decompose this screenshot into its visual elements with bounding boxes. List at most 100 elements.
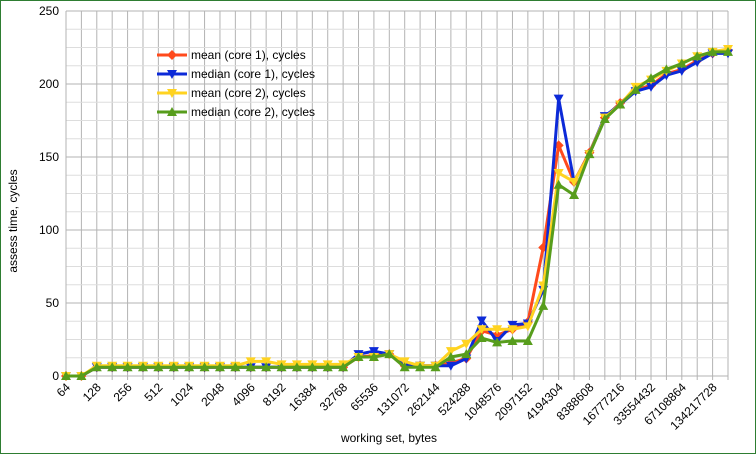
y-tick-label: 150 (39, 150, 59, 164)
legend-label: median (core 1), cycles (191, 67, 315, 81)
data-point-marker (476, 316, 487, 326)
x-tick-label: 4096 (229, 380, 258, 409)
data-point-marker (61, 371, 71, 380)
data-point-marker (553, 179, 564, 189)
legend-entry: median (core 1), cycles (157, 67, 315, 81)
data-point-marker (707, 46, 718, 56)
legend-entry: mean (core 1), cycles (157, 48, 306, 62)
data-point-marker (291, 362, 302, 372)
data-point-marker (584, 149, 595, 159)
data-point-marker (445, 347, 456, 357)
legend-entry: median (core 2), cycles (157, 105, 315, 119)
data-point-marker (276, 362, 287, 372)
data-point-marker (261, 362, 272, 372)
data-point-marker (461, 339, 472, 349)
x-tick-label: 512 (141, 380, 165, 404)
data-point-marker (723, 46, 733, 56)
x-tick-label: 128 (80, 380, 104, 404)
data-point-marker (368, 352, 379, 362)
data-point-marker (338, 362, 349, 372)
x-tick-label: 16384 (286, 380, 320, 414)
x-tick-labels: 64 128 256 512 1024 2048 4096 81921638432768655… (54, 380, 720, 433)
data-point-marker (184, 362, 195, 372)
y-tick-label: 50 (46, 296, 60, 310)
data-point-marker (230, 362, 241, 372)
legend-entry: mean (core 2), cycles (157, 86, 306, 100)
data-point-marker (553, 94, 564, 104)
data-point-marker (167, 89, 177, 98)
y-tick-label: 200 (39, 77, 59, 91)
x-tick-label: 2048 (198, 380, 227, 409)
data-point-marker (430, 362, 441, 372)
series-line (66, 51, 728, 378)
data-point-marker (353, 352, 364, 362)
data-point-marker (569, 189, 580, 199)
data-point-marker (553, 169, 564, 179)
data-point-marker (599, 114, 610, 124)
series-line (66, 50, 728, 378)
data-point-marker (476, 325, 487, 335)
data-point-marker (507, 325, 518, 335)
series-4 (61, 46, 733, 380)
legend-label: mean (core 2), cycles (191, 86, 306, 100)
data-point-marker (368, 347, 379, 357)
data-point-marker (167, 50, 177, 60)
series-2 (61, 49, 733, 381)
data-point-marker (167, 107, 177, 116)
y-axis-title: assess time, cycles (6, 169, 20, 272)
data-point-marker (122, 362, 133, 372)
x-tick-label: 262144 (404, 380, 442, 418)
data-point-marker (399, 362, 410, 372)
data-point-marker (492, 325, 503, 335)
data-point-marker (569, 177, 580, 187)
data-point-marker (445, 361, 456, 371)
data-point-marker (661, 64, 672, 74)
legend-label: mean (core 1), cycles (191, 48, 306, 62)
x-tick-label: 1024 (168, 380, 197, 409)
data-point-marker (307, 362, 318, 372)
data-point-marker (630, 84, 641, 94)
x-tick-label: 8192 (260, 380, 289, 409)
data-point-marker (167, 70, 177, 79)
grid (65, 10, 729, 377)
data-point-marker (538, 300, 549, 310)
data-point-marker (107, 362, 118, 372)
data-point-marker (461, 349, 472, 359)
data-point-marker (445, 352, 456, 362)
y-tick-label: 0 (52, 369, 59, 383)
axes (65, 11, 729, 380)
data-point-marker (137, 362, 148, 372)
data-point-marker (76, 371, 87, 380)
data-point-marker (522, 335, 533, 345)
data-point-marker (522, 322, 533, 332)
data-point-marker (168, 362, 179, 372)
data-point-marker (507, 335, 518, 345)
data-point-marker (646, 82, 657, 92)
data-point-marker (322, 362, 333, 372)
data-point-marker (476, 333, 487, 343)
data-point-marker (692, 51, 703, 61)
data-point-marker (646, 73, 657, 83)
legend-label: median (core 2), cycles (191, 105, 315, 119)
x-tick-label: 32768 (317, 380, 351, 414)
data-point-marker (261, 357, 272, 367)
data-point-marker (399, 357, 410, 367)
data-point-marker (91, 362, 102, 372)
data-point-marker (676, 66, 687, 76)
data-point-marker (492, 337, 503, 347)
data-point-marker (676, 58, 687, 68)
y-tick-label: 250 (39, 4, 59, 18)
data-point-marker (615, 99, 626, 109)
data-point-marker (415, 362, 426, 372)
x-axis-title: working set, bytes (340, 431, 437, 445)
data-point-marker (245, 357, 256, 367)
data-point-marker (245, 362, 256, 372)
series-line (66, 48, 729, 378)
series-layer (61, 44, 733, 381)
data-point-marker (214, 362, 225, 372)
y-tick-label: 100 (39, 223, 59, 237)
data-point-marker (384, 349, 395, 359)
x-tick-label: 131072 (374, 380, 412, 418)
